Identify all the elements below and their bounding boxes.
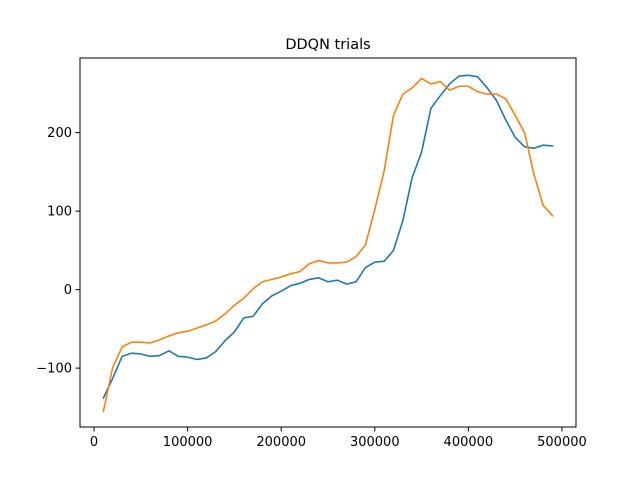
x-tick-label: 500000 [537,435,587,450]
plot-area [102,74,554,413]
x-tick-label: 0 [90,435,98,450]
y-tick-label: 0 [64,283,72,298]
axes-frame [79,57,577,428]
axes: 0 100000 200000 300000 400000 500000 −100 0 100 2… [36,126,587,450]
series-line-1 [102,74,554,400]
x-tick-label: 400000 [444,435,494,450]
chart-title: DDQN trials [285,37,370,53]
y-tick-label: 200 [47,126,72,141]
series-line-2 [102,77,554,413]
x-tick-label: 100000 [163,435,213,450]
x-tick-label: 300000 [350,435,400,450]
x-tick-label: 200000 [256,435,306,450]
y-tick-label: −100 [36,362,72,377]
y-tick-label: 100 [47,205,72,220]
